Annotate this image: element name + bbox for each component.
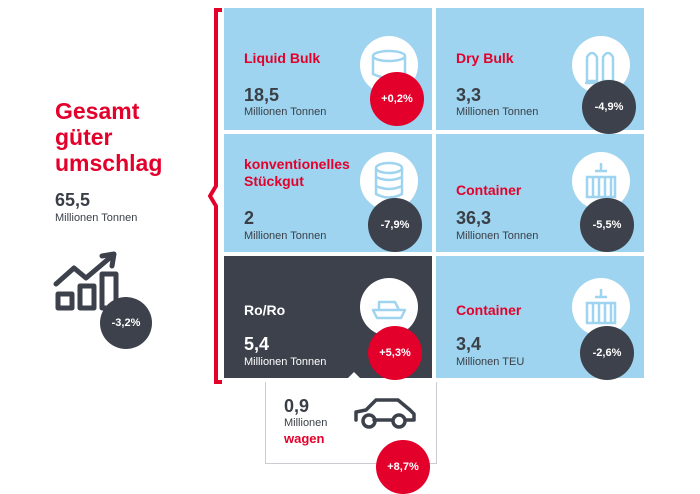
tile-value: 18,5 [244, 85, 280, 105]
tile-container-tons: Container 36,3 Millionen Tonnen -5,5% [436, 134, 644, 252]
tile-value: 3,3 [456, 85, 482, 105]
tile-roro: Ro/Ro 5,4 Millionen Tonnen +5,3% [224, 256, 432, 380]
tile-liquid-bulk: Liquid Bulk 18,5 Millionen Tonnen +0,2% [224, 8, 432, 130]
summary-title-line-1: Gesamt [55, 98, 140, 124]
tile-value: 36,3 [456, 208, 492, 228]
tile-title: Liquid Bulk [244, 50, 321, 66]
tile-title: Container [456, 302, 522, 318]
car-icon [354, 398, 416, 429]
bracket-divider [208, 8, 222, 384]
tile-unit: Millionen Tonnen [456, 106, 539, 118]
summary-panel: Gesamt güter umschlag 65,5 Millionen Ton… [0, 0, 215, 480]
summary-value: 65,5 [55, 190, 91, 210]
tile-change-badge: -7,9% [368, 198, 422, 252]
tile-container-teu: Container 3,4 Millionen TEU -2,6% [436, 256, 644, 380]
tile-unit: Millionen Tonnen [244, 230, 327, 242]
tile-change-badge: +5,3% [368, 326, 422, 380]
tile-change-badge: -2,6% [580, 326, 634, 380]
tile-title: konventionelles Stückgut [244, 156, 350, 189]
tile-unit: Millionen Tonnen [244, 106, 327, 118]
summary-change-badge: -3,2% [100, 297, 152, 349]
summary-title-line-3: umschlag [55, 150, 163, 176]
vehicles-unit-line-2: wagen [284, 431, 325, 446]
tile-change-badge: -5,5% [580, 198, 634, 252]
tile-dry-bulk: Dry Bulk 3,3 Millionen Tonnen -4,9% [436, 8, 644, 134]
tile-unit: Millionen Tonnen [456, 230, 539, 242]
tile-change-badge: -4,9% [582, 80, 636, 134]
tile-general-cargo: konventionelles Stückgut 2 Millionen Ton… [224, 134, 432, 252]
tile-value: 5,4 [244, 334, 270, 354]
vehicles-change-badge: +8,7% [376, 440, 430, 494]
tile-title: Dry Bulk [456, 50, 514, 66]
vehicles-unit-line-1: Millionen [284, 417, 328, 429]
summary-title-line-2: güter [55, 124, 113, 150]
vehicles-value: 0,9 [284, 396, 310, 416]
summary-unit: Millionen Tonnen [55, 212, 138, 224]
tile-unit: Millionen Tonnen [244, 356, 327, 368]
sub-box-notch [345, 372, 363, 381]
tile-value: 2 [244, 208, 255, 228]
tile-title: Ro/Ro [244, 302, 286, 318]
tile-change-badge: +0,2% [370, 72, 424, 126]
tile-title: Container [456, 182, 522, 198]
tile-value: 3,4 [456, 334, 482, 354]
tile-unit: Millionen TEU [456, 356, 525, 368]
cargo-grid: Liquid Bulk 18,5 Millionen Tonnen +0,2% … [224, 8, 644, 380]
